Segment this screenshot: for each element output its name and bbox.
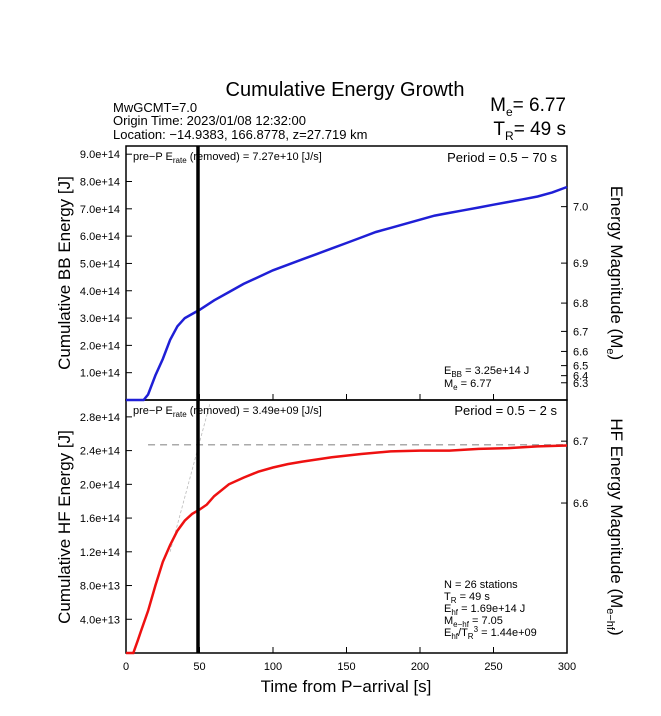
bb-y2tick-label: 6.6 — [573, 346, 588, 358]
xtick-label: 0 — [123, 661, 129, 673]
me-label: Me= 6.77 — [490, 95, 566, 119]
bb-y-axis-label: Cumulative BB Energy [J] — [55, 176, 74, 370]
xtick-label: 250 — [484, 661, 502, 673]
hf-period-label: Period = 0.5 − 2 s — [454, 403, 557, 418]
hf-y2tick-label: 6.7 — [573, 436, 588, 448]
x-axis-ticks: 0 50 100 150 200 250 300 — [123, 394, 576, 673]
hf-y2-axis-label: HF Energy Magnitude (Me−hf) — [604, 418, 626, 635]
bb-y2tick-label: 6.8 — [573, 298, 588, 310]
hf-y-axis-label: Cumulative HF Energy [J] — [55, 430, 74, 624]
chart-title: Cumulative Energy Growth — [226, 79, 465, 101]
tr-label: TR= 49 s — [493, 119, 566, 143]
hf-ytick-label: 4.0e+13 — [80, 614, 120, 626]
hf-reference-lines — [148, 404, 565, 552]
hf-ytick-label: 2.4e+14 — [80, 446, 120, 458]
bb-ytick-label: 4.0e+14 — [80, 286, 120, 298]
bb-prep-rate: pre−P Erate (removed) = 7.27e+10 [J/s] — [133, 151, 322, 165]
bb-ytick-label: 5.0e+14 — [80, 258, 120, 270]
bb-ytick-label: 6.0e+14 — [80, 231, 120, 243]
info-line-2: Origin Time: 2023/01/08 12:32:00 — [113, 113, 306, 128]
annotation-line: Me−hf = 7.05 — [444, 615, 503, 629]
info-line-1: MwGCMT=7.0 — [113, 100, 197, 115]
bb-ytick-label: 1.0e+14 — [80, 368, 120, 380]
annotation-line: N = 26 stations — [444, 579, 518, 591]
annotation-line: EBB = 3.25e+14 J — [444, 365, 529, 379]
bb-y2tick-label: 6.5 — [573, 361, 588, 373]
info-line-3: Location: −14.9383, 166.8778, z=27.719 k… — [113, 127, 367, 142]
bb-y2tick-label: 6.9 — [573, 258, 588, 270]
hf-slope-dashed-line — [169, 404, 211, 552]
bb-y2tick-label: 6.4 — [573, 371, 588, 383]
xtick-label: 150 — [337, 661, 355, 673]
xtick-label: 50 — [193, 661, 205, 673]
bb-energy-line — [126, 185, 568, 402]
hf-ytick-label: 1.6e+14 — [80, 513, 120, 525]
bb-y2tick-label: 7.0 — [573, 202, 588, 214]
annotation-line: Ehf = 1.69e+14 J — [444, 603, 525, 617]
bb-period-label: Period = 0.5 − 70 s — [447, 150, 557, 165]
bb-ytick-label: 8.0e+14 — [80, 177, 120, 189]
hf-ytick-label: 1.2e+14 — [80, 547, 120, 559]
xtick-label: 200 — [411, 661, 429, 673]
hf-ytick-label: 2.0e+14 — [80, 479, 120, 491]
bb-axis-ticks: 1.0e+14 2.0e+14 3.0e+14 4.0e+14 5.0e+14 6.0e+… — [80, 149, 588, 390]
annotation-line: Ehf/TR3 = 1.44e+09 — [444, 625, 537, 641]
bb-y2-axis-label: Energy Magnitude (Me) — [604, 186, 626, 360]
annotation-line: TR = 49 s — [444, 591, 490, 605]
hf-prep-rate: pre−P Erate (removed) = 3.49e+09 [J/s] — [133, 405, 322, 419]
hf-axis-ticks: 4.0e+13 8.0e+13 1.2e+14 1.6e+14 2.0e+14 2.4e+… — [80, 412, 588, 626]
xtick-label: 100 — [264, 661, 282, 673]
bb-ytick-label: 3.0e+14 — [80, 313, 120, 325]
x-axis-label: Time from P−arrival [s] — [261, 677, 432, 696]
annotation-line: Me = 6.77 — [444, 378, 492, 392]
bb-ytick-label: 7.0e+14 — [80, 204, 120, 216]
hf-ytick-label: 2.8e+14 — [80, 412, 120, 424]
hf-energy-line — [126, 444, 568, 655]
hf-y2tick-label: 6.6 — [573, 498, 588, 510]
bb-panel-frame — [125, 145, 568, 401]
bb-ytick-label: 2.0e+14 — [80, 340, 120, 352]
bb-ytick-label: 9.0e+14 — [80, 149, 120, 161]
bb-annotations: EBB = 3.25e+14 JMe = 6.77 — [444, 365, 529, 392]
xtick-label: 300 — [558, 661, 576, 673]
hf-ytick-label: 8.0e+13 — [80, 581, 120, 593]
bb-y2tick-label: 6.3 — [573, 378, 588, 390]
bb-y2tick-label: 6.7 — [573, 326, 588, 338]
